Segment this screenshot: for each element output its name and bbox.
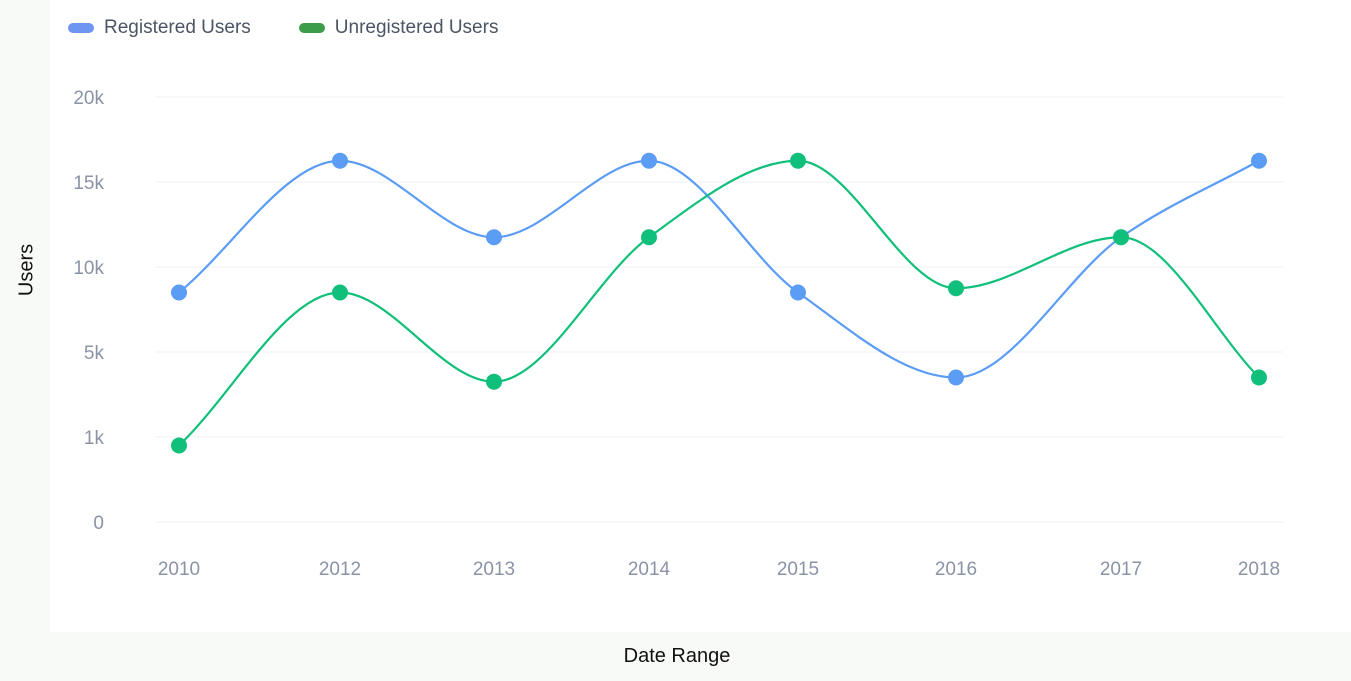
- series-0-point-2012: [332, 152, 348, 169]
- series-0-point-2014: [641, 152, 657, 169]
- series-0-point-2016: [948, 369, 964, 386]
- x-tick-label-2015: 2015: [777, 559, 819, 580]
- series-1-point-2017: [1113, 229, 1129, 246]
- series-0-point-2013: [486, 229, 502, 246]
- y-tick-label-0: 0: [93, 513, 104, 534]
- x-tick-label-2013: 2013: [473, 559, 515, 580]
- y-tick-label-2: 5k: [84, 343, 105, 364]
- legend-label-registered: Registered Users: [104, 17, 251, 38]
- legend-swatch-unregistered: [298, 23, 325, 33]
- legend-item-unregistered[interactable]: Unregistered Users: [298, 17, 499, 39]
- x-tick-label-2012: 2012: [319, 559, 361, 580]
- chart-legend: Registered Users Unregistered Users: [68, 17, 498, 39]
- series-line-1: [178, 159, 1260, 447]
- x-tick-label-2017: 2017: [1100, 559, 1142, 580]
- y-axis-title: Users: [15, 243, 38, 297]
- series-0-point-2015: [790, 284, 806, 301]
- series-line-0: [178, 159, 1260, 379]
- x-axis-title: Date Range: [623, 645, 731, 667]
- y-tick-label-3: 10k: [73, 258, 104, 279]
- x-tick-label-2018: 2018: [1238, 559, 1280, 580]
- x-tick-label-2014: 2014: [628, 559, 671, 580]
- series-1-point-2013: [486, 373, 502, 390]
- legend-swatch-registered: [68, 23, 94, 33]
- legend-item-registered[interactable]: Registered Users: [68, 17, 251, 39]
- series-1-point-2010: [171, 437, 187, 454]
- x-tick-label-2016: 2016: [935, 559, 977, 580]
- y-tick-label-5: 20k: [73, 88, 104, 109]
- series-1-point-2014: [641, 229, 657, 246]
- series-1-point-2018: [1251, 369, 1267, 386]
- series-0-point-2010: [171, 284, 187, 301]
- series-1-point-2015: [790, 152, 806, 169]
- series-1-point-2016: [948, 280, 964, 297]
- series-0-point-2018: [1251, 152, 1267, 169]
- y-tick-label-4: 15k: [73, 173, 104, 194]
- series-1-point-2012: [332, 284, 348, 301]
- x-tick-label-2010: 2010: [158, 559, 200, 580]
- y-tick-label-1: 1k: [84, 428, 105, 449]
- legend-label-unregistered: Unregistered Users: [334, 17, 499, 38]
- chart-card: [50, 0, 1351, 632]
